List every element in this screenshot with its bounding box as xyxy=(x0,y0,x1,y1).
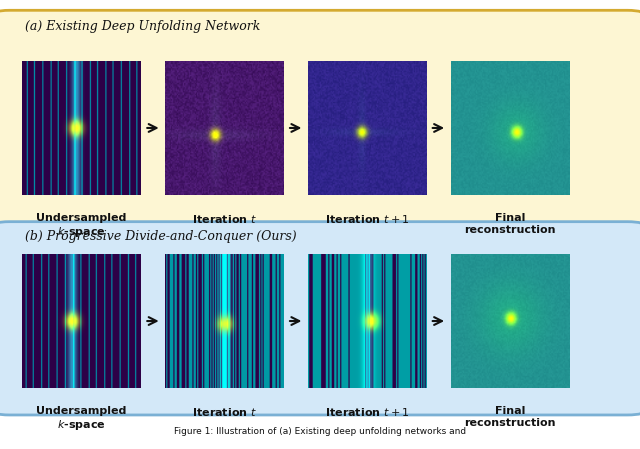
Text: Undersampled
$k$-space: Undersampled $k$-space xyxy=(36,406,127,432)
FancyBboxPatch shape xyxy=(0,222,640,415)
Text: Iteration $t+1$: Iteration $t+1$ xyxy=(324,406,410,418)
FancyBboxPatch shape xyxy=(0,10,640,227)
Text: Final
reconstruction: Final reconstruction xyxy=(464,213,556,235)
Text: Undersampled
$k$-space: Undersampled $k$-space xyxy=(36,213,127,239)
Text: Iteration $t$: Iteration $t$ xyxy=(192,406,257,418)
Text: Figure 1: Illustration of (a) Existing deep unfolding networks and: Figure 1: Illustration of (a) Existing d… xyxy=(174,427,466,436)
Text: Final
reconstruction: Final reconstruction xyxy=(464,406,556,428)
Text: (a) Existing Deep Unfolding Network: (a) Existing Deep Unfolding Network xyxy=(25,20,260,33)
Text: Iteration $t$: Iteration $t$ xyxy=(192,213,257,225)
Text: Iteration $t+1$: Iteration $t+1$ xyxy=(324,213,410,225)
Text: (b) Progressive Divide-and-Conquer (Ours): (b) Progressive Divide-and-Conquer (Ours… xyxy=(25,230,297,243)
